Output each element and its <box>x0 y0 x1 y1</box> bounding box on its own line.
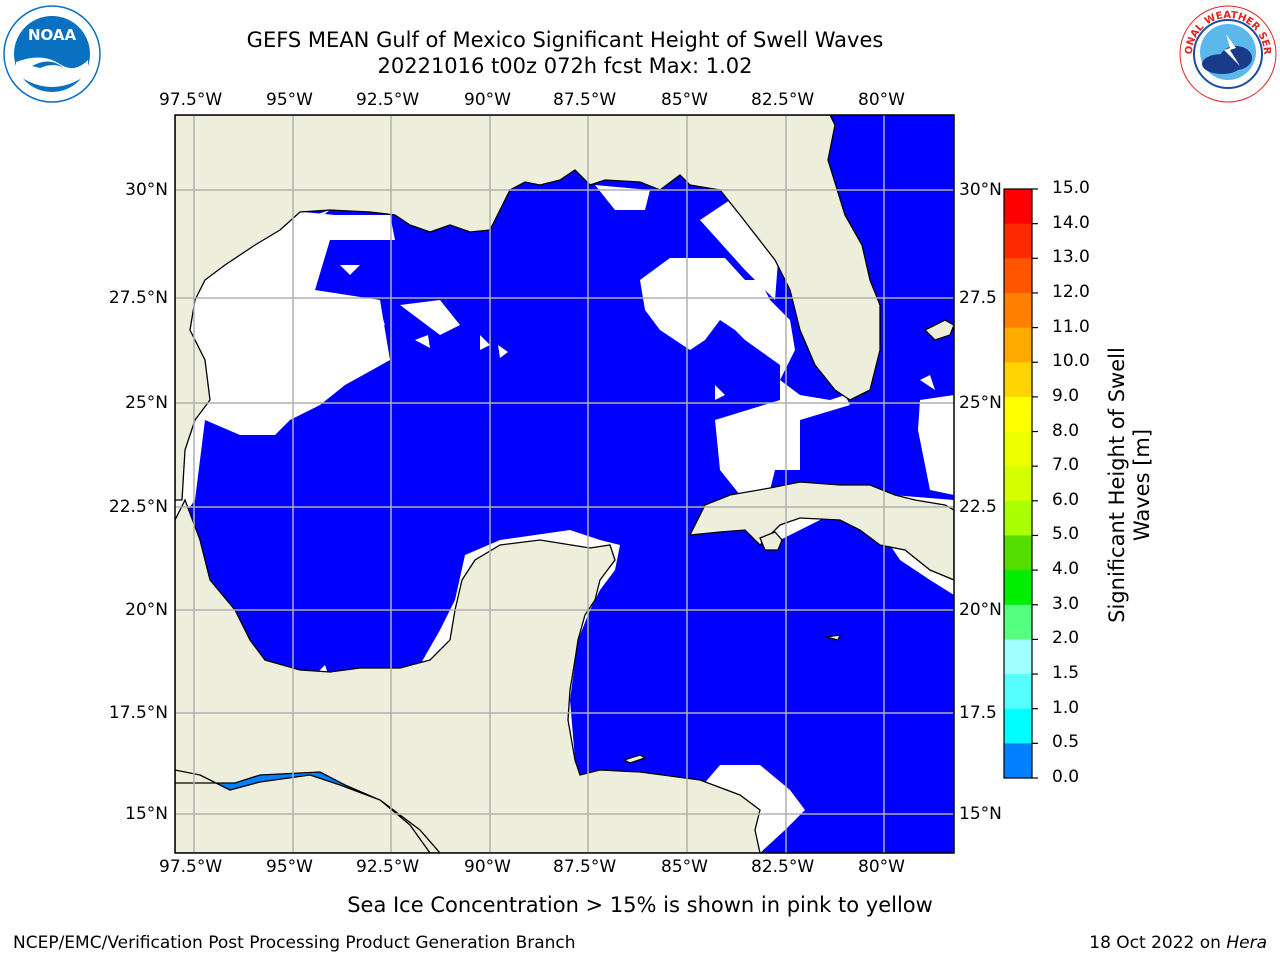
lon-label-bottom: 92.5°W <box>356 857 420 877</box>
colorbar-segment <box>1004 639 1032 675</box>
colorbar-tick-label: 13.0 <box>1052 247 1090 268</box>
lat-label-right: 30°N <box>959 180 1002 200</box>
lat-label-left: 25°N <box>125 393 168 413</box>
lon-label-bottom: 85°W <box>661 857 708 877</box>
colorbar-segment <box>1004 431 1032 467</box>
colorbar-tick-label: 4.0 <box>1052 559 1080 580</box>
lat-label-left: 22.5°N <box>108 497 168 517</box>
colorbar-segment <box>1004 500 1032 536</box>
graticule <box>175 115 954 853</box>
nws-logo: NATIONAL WEATHER SERVICE <box>1178 4 1277 103</box>
lat-label-right: 17.5 <box>959 703 997 723</box>
lon-label-bottom: 80°W <box>858 857 905 877</box>
chart-subtitle: 20221016 t00z 072h fcst Max: 1.02 <box>377 54 753 78</box>
colorbar-tick-label: 12.0 <box>1052 281 1090 302</box>
noaa-logo: NOAA <box>3 5 101 103</box>
colorbar-tick-label: 0.0 <box>1052 767 1080 787</box>
lon-label-top: 97.5°W <box>159 90 223 110</box>
colorbar-tick-label: 1.0 <box>1052 697 1080 718</box>
colorbar-tick-label: 10.0 <box>1052 351 1090 372</box>
lon-label-bottom: 95°W <box>266 857 313 877</box>
colorbar-segment <box>1004 674 1032 710</box>
lat-label-right: 15°N <box>959 804 1002 824</box>
lat-label-right: 20°N <box>959 600 1002 620</box>
colorbar-tick-label: 1.5 <box>1052 663 1080 684</box>
lon-label-top: 85°W <box>661 90 708 110</box>
colorbar-tick-label: 8.0 <box>1052 420 1080 441</box>
colorbar-segment <box>1004 466 1032 502</box>
lat-label-left: 15°N <box>125 804 168 824</box>
lon-label-top: 95°W <box>266 90 313 110</box>
colorbar-segment <box>1004 327 1032 363</box>
lon-label-top: 80°W <box>858 90 905 110</box>
colorbar-segment <box>1004 570 1032 606</box>
colorbar-segment <box>1004 535 1032 571</box>
colorbar-tick-label: 2.0 <box>1052 628 1080 649</box>
lat-label-right: 25°N <box>959 393 1002 413</box>
colorbar-segment <box>1004 708 1032 744</box>
colorbar-frame <box>1003 188 1033 779</box>
colorbar-segment <box>1004 396 1032 433</box>
lat-label-left: 27.5°N <box>108 288 168 308</box>
lat-label-right: 27.5 <box>959 288 997 308</box>
colorbar-segment <box>1004 223 1032 259</box>
sea-ice-note: Sea Ice Concentration > 15% is shown in … <box>347 893 933 917</box>
colorbar-tick-label: 7.0 <box>1052 455 1080 476</box>
lon-label-bottom: 97.5°W <box>159 857 223 877</box>
colorbar-tick-label: 11.0 <box>1052 316 1090 337</box>
lon-label-top: 82.5°W <box>751 90 815 110</box>
colorbar-tick-label: 15.0 <box>1052 178 1090 198</box>
lon-label-bottom: 87.5°W <box>553 857 617 877</box>
lon-label-bottom: 90°W <box>464 857 511 877</box>
colorbar-segment <box>1004 258 1032 294</box>
colorbar-tick-label: 3.0 <box>1052 593 1080 614</box>
footer-host: Hera <box>1226 933 1267 953</box>
lon-label-bottom: 82.5°W <box>751 857 815 877</box>
footer-credit: NCEP/EMC/Verification Post Processing Pr… <box>13 933 576 953</box>
colorbar-segment <box>1004 189 1032 225</box>
lat-label-left: 20°N <box>125 600 168 620</box>
lon-label-top: 87.5°W <box>553 90 617 110</box>
colorbar-segment <box>1004 292 1032 329</box>
colorbar-tick-label: 0.5 <box>1052 732 1080 753</box>
colorbar-label: Significant Height of Swell Waves [m] <box>1105 347 1154 623</box>
chart-title: GEFS MEAN Gulf of Mexico Significant Hei… <box>246 28 884 52</box>
lon-label-top: 90°W <box>464 90 511 110</box>
colorbar-segment <box>1004 743 1032 779</box>
colorbar <box>1003 188 1038 779</box>
map-frame <box>174 114 955 854</box>
colorbar-tick-label: 14.0 <box>1052 212 1090 233</box>
lat-label-left: 17.5°N <box>108 703 168 723</box>
colorbar-tick-label: 9.0 <box>1052 385 1080 406</box>
colorbar-segment <box>1004 604 1032 640</box>
footer-date: 18 Oct 2022 on Hera <box>1089 933 1267 953</box>
colorbar-segment <box>1004 362 1032 398</box>
lon-label-top: 92.5°W <box>356 90 420 110</box>
colorbar-tick-label: 6.0 <box>1052 489 1080 510</box>
colorbar-tick-label: 5.0 <box>1052 524 1080 545</box>
noaa-text: NOAA <box>28 26 77 44</box>
footer-date-text: 18 Oct 2022 on <box>1089 933 1227 953</box>
lat-label-right: 22.5 <box>959 497 997 517</box>
lat-label-left: 30°N <box>125 180 168 200</box>
